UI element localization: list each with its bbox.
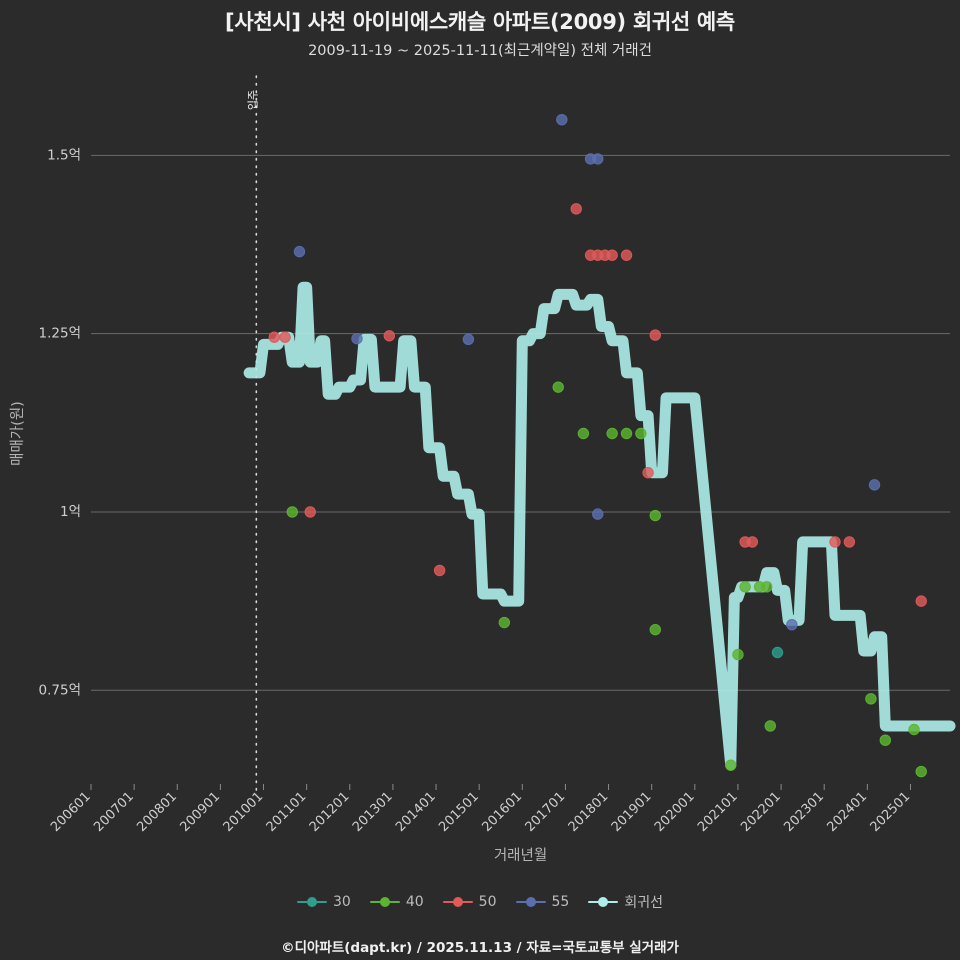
scatter-point <box>649 509 661 522</box>
legend-label: 50 <box>478 894 497 910</box>
scatter-point <box>286 506 298 518</box>
legend-label: 40 <box>405 894 424 910</box>
scatter-point <box>649 329 661 341</box>
scatter-point <box>620 249 633 261</box>
legend-swatch-icon <box>297 895 328 909</box>
scatter-point <box>279 331 291 343</box>
scatter-point <box>649 623 661 636</box>
scatter-point <box>915 595 927 607</box>
scatter-point <box>771 646 784 659</box>
scatter-point <box>843 536 856 548</box>
legend-label: 회귀선 <box>624 895 663 911</box>
x-axis-tick-label: 201001 <box>221 789 267 835</box>
scatter-point <box>879 734 892 746</box>
chart-legend: 30 40 50 55 회귀선 <box>0 892 960 912</box>
scatter-point <box>498 616 511 629</box>
scatter-point <box>351 332 363 345</box>
x-axis-tick-label: 202501 <box>868 789 914 835</box>
footer-credit: ©디아파트(dapt.kr) / 2025.11.13 / 자료=국토교통부 실… <box>281 940 679 956</box>
x-axis-tick-label: 201701 <box>523 789 569 835</box>
scatter-point <box>592 508 604 520</box>
legend-swatch-icon <box>588 895 619 909</box>
scatter-point <box>570 203 582 215</box>
x-axis-tick-label: 201501 <box>436 789 482 835</box>
legend-item[interactable]: 30 <box>297 894 351 910</box>
y-axis-tick-label: 1.5억 <box>47 147 81 163</box>
scatter-point <box>865 693 877 705</box>
legend-label: 30 <box>333 894 351 910</box>
x-axis-title: 거래년월 <box>494 847 547 864</box>
scatter-point <box>739 581 751 593</box>
scatter-point <box>556 113 568 126</box>
scatter-point <box>915 765 927 778</box>
legend-swatch-icon <box>369 895 400 909</box>
scatter-point <box>268 331 280 343</box>
y-axis-tick-label: 0.75억 <box>39 682 81 698</box>
legend-item[interactable]: 50 <box>442 894 497 910</box>
legend-label: 55 <box>551 894 570 910</box>
x-axis-tick-label: 202101 <box>695 789 741 835</box>
regression-line <box>243 281 956 771</box>
x-axis-tick-label: 201201 <box>307 789 353 835</box>
scatter-point <box>620 427 633 440</box>
move-in-marker-label: 입주 <box>246 90 259 110</box>
y-axis-tick-label: 1억 <box>60 504 81 520</box>
x-axis-tick-label: 201301 <box>350 789 396 835</box>
scatter-point <box>732 648 744 661</box>
x-axis-tick-label: 201801 <box>566 789 612 835</box>
x-axis-tick-label: 201401 <box>393 789 439 835</box>
x-axis-tick-label: 200901 <box>178 789 224 835</box>
legend-item[interactable]: 40 <box>369 894 424 910</box>
scatter-point <box>606 427 618 440</box>
scatter-point <box>293 245 306 258</box>
scatter-point <box>642 467 654 479</box>
scatter-point <box>304 506 316 518</box>
x-axis-tick-label: 201901 <box>609 789 655 835</box>
scatter-point <box>786 618 798 631</box>
scatter-point <box>606 249 618 261</box>
x-axis-tick-label: 200701 <box>91 789 137 835</box>
legend-item[interactable]: 회귀선 <box>588 892 663 912</box>
y-axis-title: 매매가(원) <box>9 401 26 466</box>
legend-swatch-icon <box>442 895 473 909</box>
scatter-point <box>764 720 776 732</box>
x-axis-tick-label: 202401 <box>824 789 870 835</box>
scatter-point <box>868 479 881 491</box>
scatter-point <box>383 330 396 342</box>
x-axis-tick-label: 201601 <box>479 789 525 835</box>
page-title: [사천시] 사천 아이비에스캐슬 아파트(2009) 회귀선 예측 <box>225 10 735 34</box>
x-axis-tick-label: 202301 <box>781 789 827 835</box>
scatter-point <box>462 333 475 346</box>
x-axis-tick-label: 200801 <box>134 789 180 835</box>
x-axis-tick-label: 202001 <box>652 789 698 835</box>
scatter-point <box>577 427 590 440</box>
scatter-point <box>552 381 564 393</box>
scatter-point <box>592 153 604 165</box>
y-axis-tick-label: 1.25억 <box>39 326 81 342</box>
scatter-point <box>829 536 841 548</box>
scatter-point <box>725 759 737 771</box>
legend-item[interactable]: 55 <box>515 894 570 910</box>
x-axis-tick-label: 201101 <box>264 789 310 835</box>
x-axis-tick-label: 202201 <box>738 789 784 835</box>
chart-subtitle: 2009-11-19 ~ 2025-11-11(최근계약일) 전체 거래건 <box>308 43 652 59</box>
scatter-point <box>908 723 920 736</box>
scatter-point <box>635 427 647 440</box>
x-axis-tick-label: 200601 <box>48 789 94 835</box>
scatter-point <box>761 581 773 593</box>
scatter-point <box>746 536 759 548</box>
scatter-point <box>433 564 446 577</box>
legend-swatch-icon <box>515 895 546 909</box>
